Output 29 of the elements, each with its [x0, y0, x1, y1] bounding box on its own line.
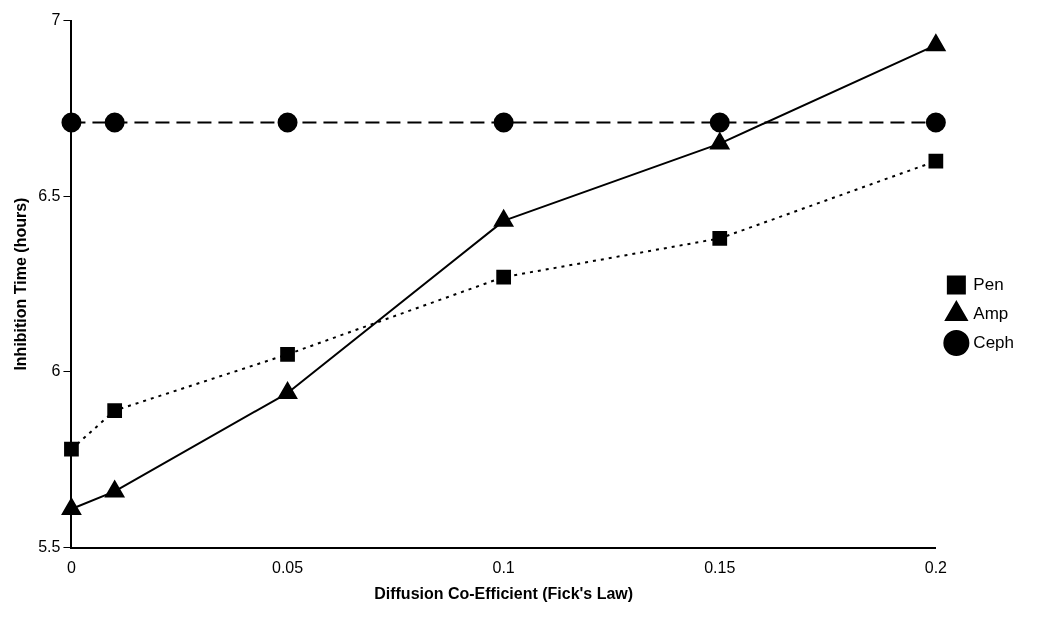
legend-label: Amp: [973, 303, 1009, 323]
point: [104, 112, 125, 133]
x-axis-title: Diffusion Co-Efficient (Fick's Law): [374, 584, 634, 602]
x-tick-label: 0.2: [924, 558, 948, 576]
point: [280, 347, 295, 362]
point: [493, 112, 514, 133]
point: [712, 231, 728, 246]
x-tick-label: 0.05: [271, 558, 304, 576]
legend-label: Pen: [973, 274, 1004, 294]
point: [496, 269, 512, 285]
point: [925, 112, 946, 133]
point: [277, 112, 298, 133]
point: [61, 112, 82, 133]
point: [61, 497, 82, 515]
y-tick-label: 7: [51, 11, 61, 29]
y-tick-label: 6: [51, 362, 61, 380]
x-tick-label: 0.1: [492, 558, 515, 576]
y-tick-label: 6.5: [38, 186, 61, 204]
y-axis-title: Inhibition Time (hours): [12, 197, 30, 371]
point: [64, 441, 79, 457]
legend-label: Ceph: [973, 332, 1014, 352]
point: [277, 382, 298, 400]
x-tick-label: 0.15: [704, 558, 736, 576]
point: [928, 153, 944, 169]
point: [105, 480, 125, 498]
x-tick-label: 0: [66, 558, 76, 576]
y-tick-label: 5.5: [38, 538, 61, 556]
point: [709, 112, 730, 133]
point: [107, 403, 123, 418]
